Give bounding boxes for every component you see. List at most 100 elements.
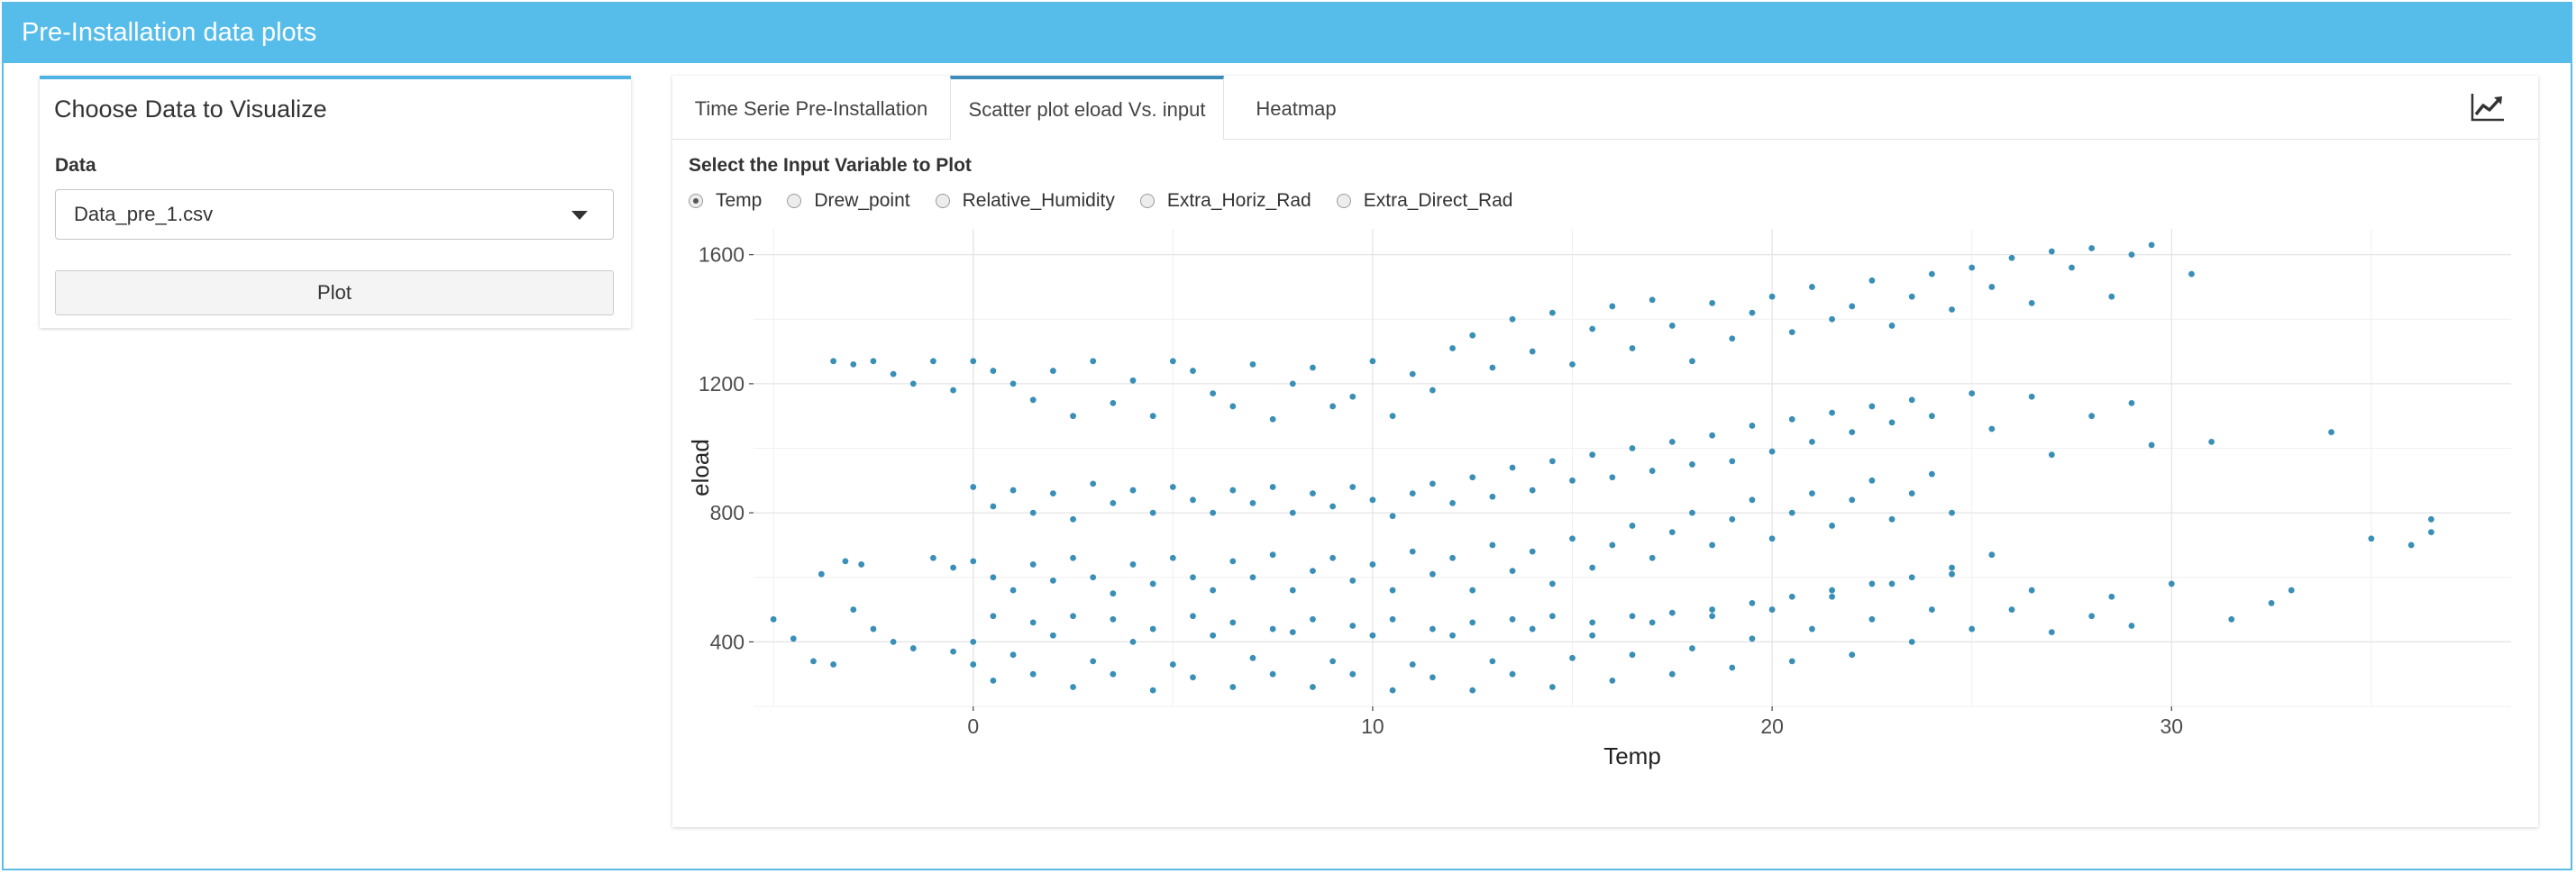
data-point (1149, 625, 1156, 633)
tab-heatmap[interactable]: Heatmap (1256, 97, 1337, 120)
radio-option-drew-point[interactable]: Drew_point (787, 190, 910, 212)
data-point (1349, 623, 1357, 629)
data-point (1548, 684, 1556, 690)
selected-file-value: Data_pre_1.csv (74, 203, 214, 225)
data-point (2148, 442, 2155, 449)
data-point (1768, 535, 1776, 542)
data-point (1868, 277, 1876, 284)
data-point (2128, 623, 2135, 629)
data-point (1868, 477, 1876, 484)
data-point (909, 645, 917, 651)
data-point (1849, 651, 1856, 659)
data-point (1609, 542, 1616, 549)
data-point (1668, 670, 1676, 678)
tab-scatter-plot[interactable]: Scatter plot eload Vs. input (950, 76, 1224, 140)
line-chart-icon[interactable] (2470, 92, 2506, 123)
page-title: Pre-Installation data plots (22, 18, 317, 47)
data-point (1788, 329, 1795, 335)
radio-button[interactable] (787, 194, 802, 208)
data-point (1729, 458, 1736, 465)
data-point (890, 638, 897, 645)
data-point (1509, 568, 1516, 574)
data-point (1988, 551, 1996, 559)
tab-time-serie[interactable]: Time Serie Pre-Installation (694, 97, 928, 120)
data-point (1609, 474, 1616, 481)
data-point (1090, 480, 1097, 487)
data-point (1310, 615, 1316, 623)
radio-option-relative-humidity[interactable]: Relative_Humidity (935, 190, 1115, 212)
data-point (1070, 515, 1076, 523)
data-point (1169, 554, 1176, 561)
header-bar: Pre-Installation data plots (4, 4, 2571, 63)
data-point (1988, 425, 1996, 432)
data-point (2128, 399, 2135, 406)
data-point (1529, 348, 1536, 355)
data-point (1289, 629, 1296, 636)
data-point (1729, 515, 1736, 523)
data-point (990, 503, 997, 510)
data-point (770, 615, 777, 623)
data-point (2008, 606, 2015, 613)
data-point (1049, 490, 1056, 497)
data-point (1090, 574, 1097, 581)
data-point (1908, 293, 1915, 300)
data-point (1888, 323, 1895, 329)
data-point (1509, 315, 1516, 323)
radio-button[interactable] (689, 194, 703, 208)
data-point (1329, 658, 1337, 665)
data-point (1129, 487, 1137, 494)
data-point (970, 558, 977, 565)
data-point (2088, 245, 2096, 251)
data-point (930, 358, 936, 365)
data-point (850, 361, 857, 368)
data-point (1908, 638, 1915, 645)
data-point (1809, 490, 1815, 497)
data-selection-panel: Choose Data to Visualize Data Data_pre_1… (40, 76, 631, 328)
data-point (1029, 619, 1037, 626)
radio-option-extra-horiz-rad[interactable]: Extra_Horiz_Rad (1139, 190, 1311, 212)
data-point (950, 387, 956, 394)
data-point (790, 635, 797, 642)
data-point (830, 661, 837, 668)
plot-button[interactable]: Plot (55, 270, 614, 315)
data-point (1709, 606, 1716, 613)
data-point (1829, 523, 1835, 529)
data-point (1289, 380, 1296, 387)
data-point (1548, 613, 1556, 620)
x-tick-label: 0 (967, 715, 979, 738)
data-point (1029, 561, 1037, 568)
scatter-chart: 0 10 20 30 400 800 1200 1600 Temp eload (687, 229, 2511, 769)
data-point (2368, 535, 2375, 542)
data-point (1430, 674, 1436, 681)
data-point (1548, 580, 1556, 587)
data-point (1888, 515, 1895, 523)
radio-label: Extra_Horiz_Rad (1166, 190, 1311, 211)
data-point (1169, 484, 1176, 490)
y-axis-label: eload (687, 439, 714, 496)
radio-button[interactable] (1139, 194, 1155, 208)
data-point (1210, 390, 1217, 397)
radio-option-temp[interactable]: Temp (689, 190, 762, 212)
data-point (1589, 451, 1596, 459)
data-point (1430, 625, 1436, 633)
data-point (2148, 241, 2155, 249)
data-point (1809, 438, 1815, 445)
radio-button[interactable] (1336, 194, 1351, 208)
data-point (1149, 509, 1156, 516)
data-point (1469, 587, 1476, 594)
data-point (1668, 609, 1676, 616)
radio-option-extra-direct-rad[interactable]: Extra_Direct_Rad (1336, 190, 1512, 212)
radio-button[interactable] (935, 194, 950, 208)
data-point (1369, 358, 1376, 365)
data-point (930, 554, 936, 561)
data-point (1310, 490, 1316, 497)
data-point (1269, 670, 1276, 678)
data-point (1908, 490, 1915, 497)
data-point (2328, 429, 2334, 436)
data-file-select[interactable]: Data_pre_1.csv (55, 189, 614, 240)
data-point (1289, 587, 1296, 594)
data-point (1709, 613, 1716, 620)
data-point (1430, 570, 1436, 578)
data-point (1129, 561, 1137, 568)
data-point (1829, 587, 1835, 594)
